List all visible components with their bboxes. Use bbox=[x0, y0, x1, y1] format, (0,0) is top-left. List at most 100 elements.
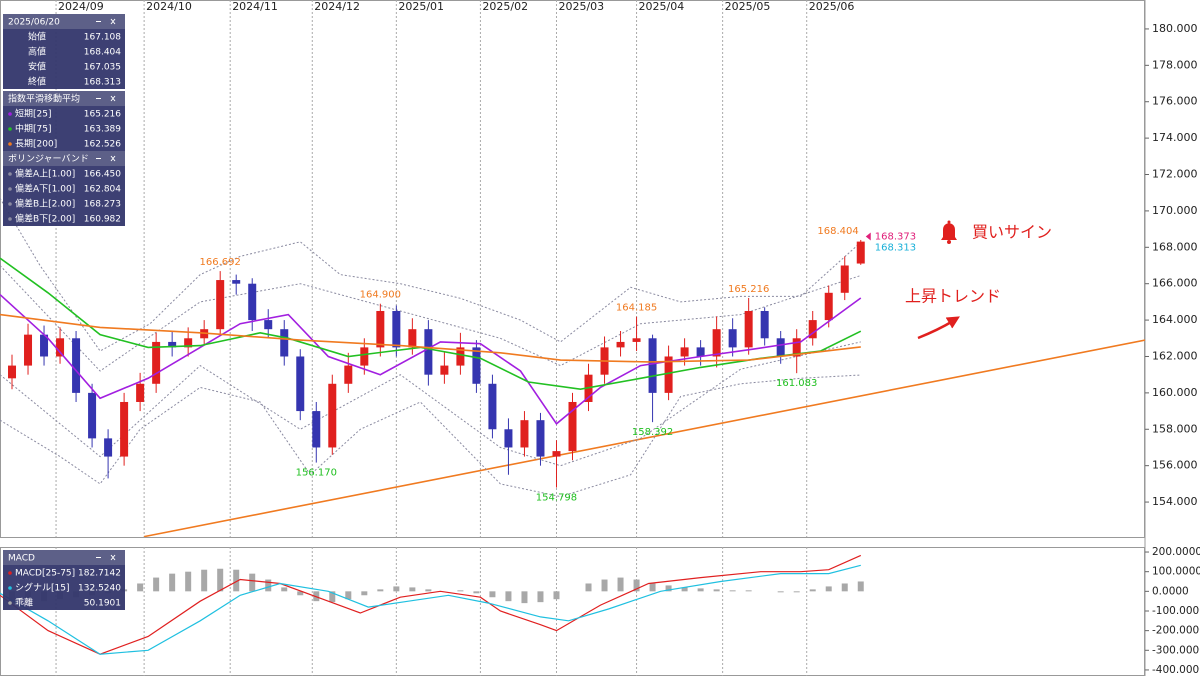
candle-body bbox=[712, 329, 721, 357]
legend-label: シグナル[15] bbox=[15, 582, 69, 594]
histogram-bar bbox=[505, 591, 512, 602]
legend-value: 167.035 bbox=[84, 63, 121, 73]
legend-label: 偏差A上[1.00] bbox=[15, 168, 75, 180]
candle-body bbox=[248, 283, 257, 321]
candle-body bbox=[728, 329, 737, 348]
legend-label: 偏差A下[1.00] bbox=[15, 183, 75, 195]
histogram-bar bbox=[793, 591, 800, 593]
candle-body bbox=[536, 420, 545, 457]
candle-body bbox=[696, 347, 705, 357]
legend-dot bbox=[8, 127, 12, 131]
candle-body bbox=[504, 429, 513, 448]
y-tick-label: 160.000 bbox=[1152, 386, 1198, 399]
y-tick-label: 154.000 bbox=[1152, 495, 1198, 508]
candle-body bbox=[824, 292, 833, 321]
candle-body bbox=[344, 365, 353, 384]
extreme-label: 161.083 bbox=[776, 378, 817, 389]
histogram-bar bbox=[521, 591, 528, 604]
histogram-bar bbox=[137, 583, 144, 592]
legend-label: 高値 bbox=[28, 46, 46, 58]
legend-dot bbox=[8, 586, 12, 590]
y-tick-label: 180.000 bbox=[1152, 22, 1198, 35]
y-tick-label: 164.000 bbox=[1152, 313, 1198, 326]
candle-body bbox=[440, 365, 449, 375]
candle-body bbox=[232, 280, 241, 284]
y-tick-label: 170.000 bbox=[1152, 204, 1198, 217]
y-tick-label: 0.0000 bbox=[1152, 585, 1189, 597]
candle-body bbox=[296, 356, 305, 412]
bell-icon bbox=[941, 220, 957, 244]
y-tick-label: 200.0000 bbox=[1152, 546, 1200, 558]
extreme-label: 156.170 bbox=[296, 468, 337, 479]
histogram-bar bbox=[681, 587, 688, 592]
price-marker-label: 168.373 bbox=[875, 232, 916, 243]
histogram-bar bbox=[473, 591, 480, 594]
histogram-bar bbox=[777, 591, 784, 593]
candle-body bbox=[456, 347, 465, 366]
y-tick-label: 174.000 bbox=[1152, 131, 1198, 144]
candle-body bbox=[632, 338, 641, 342]
legend-title: 指数平滑移動平均 bbox=[8, 93, 80, 105]
y-tick-label: -300.0000 bbox=[1152, 644, 1200, 656]
legend-label: 始値 bbox=[28, 31, 46, 43]
histogram-bar bbox=[537, 591, 544, 603]
close-icon bbox=[110, 155, 116, 162]
x-tick-label: 2025/02 bbox=[482, 0, 528, 13]
annotation: 買いサイン bbox=[972, 223, 1052, 242]
ema-line bbox=[0, 294, 862, 425]
legend-title: 2025/06/20 bbox=[8, 18, 60, 28]
candle-body bbox=[520, 420, 529, 448]
annotation: 上昇トレンド bbox=[905, 287, 1001, 306]
candle-body bbox=[24, 334, 33, 366]
close-icon bbox=[110, 554, 116, 561]
legend-label: MACD[25-75] bbox=[15, 569, 75, 579]
bollinger-line bbox=[0, 265, 861, 372]
candle-body bbox=[376, 310, 385, 348]
histogram-bar bbox=[425, 589, 432, 592]
legend-dot bbox=[8, 601, 12, 605]
histogram-bar bbox=[361, 591, 368, 596]
histogram-bar bbox=[393, 586, 400, 592]
legend-header bbox=[3, 14, 125, 29]
extreme-label: 166.692 bbox=[200, 257, 241, 268]
candle-body bbox=[552, 451, 561, 457]
plot-area bbox=[0, 0, 1145, 537]
legend-box: MACD MACD[25-75] 182.7142 シグナル[15] 132.5240 乖… bbox=[3, 550, 125, 610]
candle-body bbox=[792, 338, 801, 357]
candle-body bbox=[840, 265, 849, 293]
candle-body bbox=[328, 383, 337, 448]
legend-value: 132.5240 bbox=[78, 584, 121, 594]
legend-value: 160.982 bbox=[84, 215, 121, 225]
candle-body bbox=[312, 411, 321, 448]
candle-body bbox=[488, 383, 497, 430]
y-tick-label: 162.000 bbox=[1152, 349, 1198, 362]
legend-header bbox=[3, 91, 125, 106]
bollinger-line bbox=[0, 374, 861, 498]
candle-body bbox=[760, 310, 769, 339]
candle-body bbox=[680, 347, 689, 357]
candle-body bbox=[744, 310, 753, 348]
extreme-label: 164.185 bbox=[616, 303, 657, 314]
x-tick-label: 2024/10 bbox=[146, 0, 192, 13]
legend-label: 偏差B下[2.00] bbox=[15, 213, 75, 225]
candle-body bbox=[616, 341, 625, 348]
histogram-bar bbox=[409, 587, 416, 592]
legend-dot bbox=[8, 202, 12, 206]
candle-body bbox=[136, 383, 145, 402]
candle-body bbox=[72, 338, 81, 393]
y-tick-label: 166.000 bbox=[1152, 277, 1198, 290]
legend-dot bbox=[8, 172, 12, 176]
histogram-bar bbox=[345, 591, 352, 600]
candle-body bbox=[8, 365, 17, 379]
legend-box: 2025/06/20 始値 167.108 高値 168.404 安値 167.035 終値 1… bbox=[3, 14, 125, 89]
histogram-bar bbox=[233, 569, 240, 592]
x-tick-label: 2025/04 bbox=[639, 0, 685, 13]
legend-value: 168.404 bbox=[84, 48, 121, 58]
legend-body bbox=[3, 565, 125, 610]
legend-value: 167.108 bbox=[84, 33, 121, 43]
histogram-bar bbox=[249, 573, 256, 592]
histogram-bar bbox=[553, 591, 560, 600]
legend-header bbox=[3, 550, 125, 565]
